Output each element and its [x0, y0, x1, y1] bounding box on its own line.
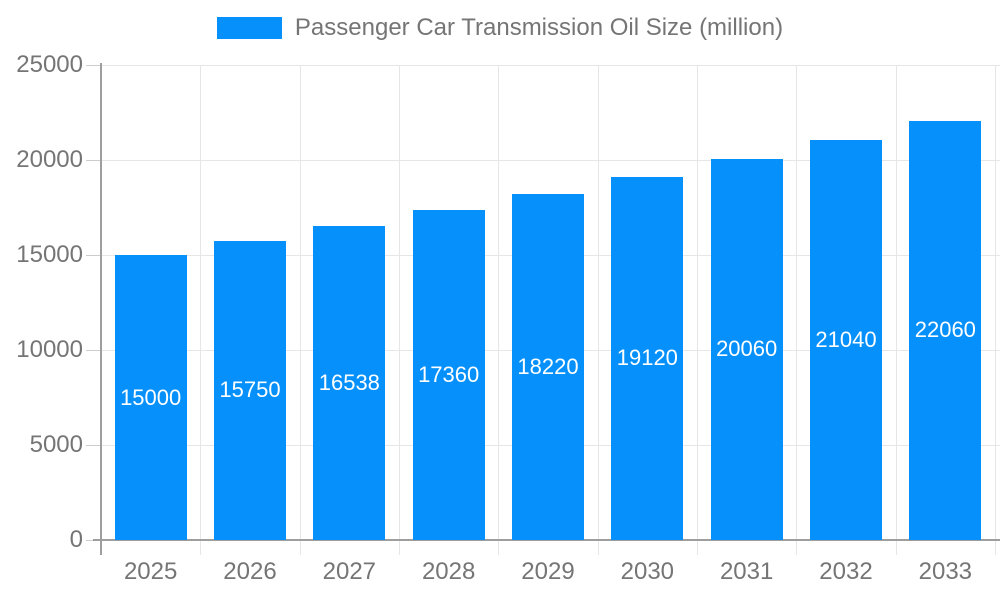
- gridline-vertical: [299, 65, 301, 555]
- x-axis-tick-label: 2025: [123, 558, 178, 585]
- y-axis-tick: [86, 65, 101, 66]
- x-axis-tick-label: 2032: [819, 558, 873, 585]
- bar-value-label: 16538: [318, 369, 380, 395]
- x-axis-tick-label: 2026: [223, 558, 277, 585]
- gridline-vertical: [200, 65, 202, 555]
- bar: [214, 240, 286, 540]
- y-axis-tick-label: 20000: [16, 146, 83, 173]
- gridline-vertical: [995, 65, 996, 555]
- gridline-horizontal: [101, 65, 1000, 66]
- x-axis-tick-label: 2033: [918, 558, 973, 585]
- y-axis-tick: [86, 255, 101, 256]
- bar: [313, 225, 386, 540]
- gridline-horizontal: [101, 160, 1000, 161]
- x-axis-tick-label: 2030: [620, 558, 675, 585]
- y-axis-tick-label: 5000: [29, 431, 83, 458]
- y-axis-tick-label: 25000: [16, 51, 83, 78]
- y-axis-tick-label: 15000: [16, 241, 83, 268]
- gridline-vertical: [597, 65, 599, 555]
- gridline-vertical: [796, 65, 798, 555]
- bar-value-label: 21040: [815, 327, 877, 353]
- y-axis-tick: [86, 350, 101, 351]
- x-axis-tick-label: 2028: [421, 558, 476, 585]
- y-axis-tick-label: 0: [69, 526, 83, 553]
- legend-label: Passenger Car Transmission Oil Size (mil…: [294, 14, 784, 41]
- bar-value-label: 20060: [716, 336, 778, 362]
- bar: [810, 140, 882, 540]
- gridline-vertical: [895, 65, 897, 555]
- bar-value-label: 15750: [219, 377, 281, 403]
- bar: [611, 176, 684, 540]
- gridline-vertical: [498, 65, 500, 555]
- bar-value-label: 18220: [517, 353, 579, 379]
- bar: [909, 120, 982, 540]
- bar-value-label: 15000: [120, 384, 182, 410]
- y-axis-tick-label: 10000: [16, 336, 83, 363]
- bar: [114, 255, 187, 540]
- gridline-vertical: [399, 65, 400, 555]
- bar-value-label: 17360: [418, 362, 480, 388]
- x-axis-tick-label: 2027: [322, 558, 377, 585]
- legend: Passenger Car Transmission Oil Size (mil…: [0, 14, 1000, 42]
- y-axis-tick: [86, 445, 101, 446]
- gridline-vertical: [697, 65, 698, 555]
- y-axis-tick: [86, 160, 101, 161]
- bar-value-label: 22060: [914, 317, 976, 343]
- bar-value-label: 19120: [616, 345, 678, 371]
- bar: [412, 210, 485, 540]
- x-axis-tick-label: 2029: [521, 558, 575, 585]
- legend-swatch: [216, 17, 282, 39]
- y-axis-line: [100, 63, 102, 555]
- x-axis-tick-label: 2031: [719, 558, 774, 585]
- x-axis-line: [93, 539, 1000, 541]
- bar: [710, 158, 783, 540]
- bar: [512, 193, 584, 540]
